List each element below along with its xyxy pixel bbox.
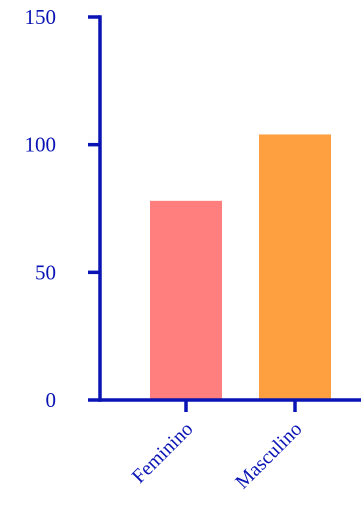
y-ticks-group: 0 50 100 150 [25, 5, 100, 412]
y-tick-label-100: 100 [25, 133, 57, 157]
bar-feminino [150, 200, 222, 400]
bars-group [150, 134, 331, 400]
y-tick-label-0: 0 [46, 388, 57, 412]
y-tick-label-50: 50 [35, 260, 56, 284]
x-ticks-group: Feminino Masculino [128, 400, 307, 493]
x-tick-label-masculino: Masculino [231, 418, 306, 493]
x-tick-label-feminino: Feminino [128, 418, 198, 488]
bar-masculino [259, 134, 331, 400]
axes-group [98, 15, 361, 402]
y-tick-label-150: 150 [25, 5, 57, 29]
